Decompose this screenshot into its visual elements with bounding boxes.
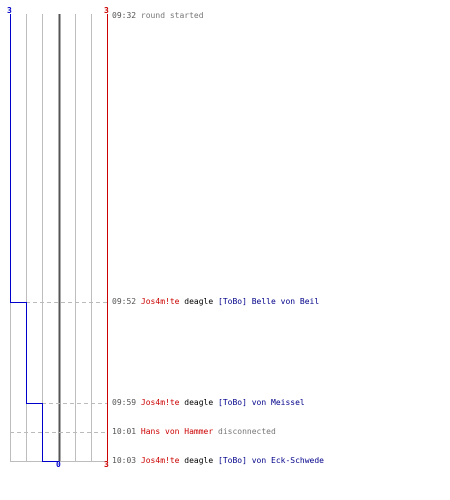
event-weapon: deagle <box>184 456 214 465</box>
event-killer: Jos4m!te <box>140 398 180 407</box>
left-top-score: 3 <box>7 6 12 15</box>
event-kill-3: 10:03 Jos4m!te deagle [ToBo] von Eck-Sch… <box>112 456 324 466</box>
bottom-center-score: 0 <box>56 460 61 469</box>
event-victim: [ToBo] von Meissel <box>218 398 305 407</box>
event-player: Hans von Hammer <box>140 427 214 436</box>
event-killer: Jos4m!te <box>140 456 180 465</box>
event-victim: [ToBo] von Eck-Schwede <box>218 456 324 465</box>
event-weapon: deagle <box>184 398 214 407</box>
event-disconnect: 10:01 Hans von Hammer disconnected <box>112 427 276 437</box>
event-time: 09:52 <box>112 297 137 306</box>
event-kill-2: 09:59 Jos4m!te deagle [ToBo] von Meissel <box>112 398 305 408</box>
event-kill-1: 09:52 Jos4m!te deagle [ToBo] Belle von B… <box>112 297 319 307</box>
event-time: 09:32 <box>112 11 137 20</box>
event-killer: Jos4m!te <box>140 297 180 306</box>
grid-lines <box>10 14 92 461</box>
event-victim: [ToBo] Belle von Beil <box>218 297 320 306</box>
event-time: 10:03 <box>112 456 137 465</box>
bottom-right-score: 3 <box>104 460 109 469</box>
blue-team-step-line <box>10 14 60 462</box>
event-time: 10:01 <box>112 427 137 436</box>
event-text: disconnected <box>218 427 276 436</box>
event-time: 09:59 <box>112 398 137 407</box>
right-top-score: 3 <box>104 6 109 15</box>
event-text: round started <box>140 11 204 20</box>
event-round-started: 09:32 round started <box>112 11 204 21</box>
event-guides <box>10 302 107 433</box>
event-weapon: deagle <box>184 297 214 306</box>
